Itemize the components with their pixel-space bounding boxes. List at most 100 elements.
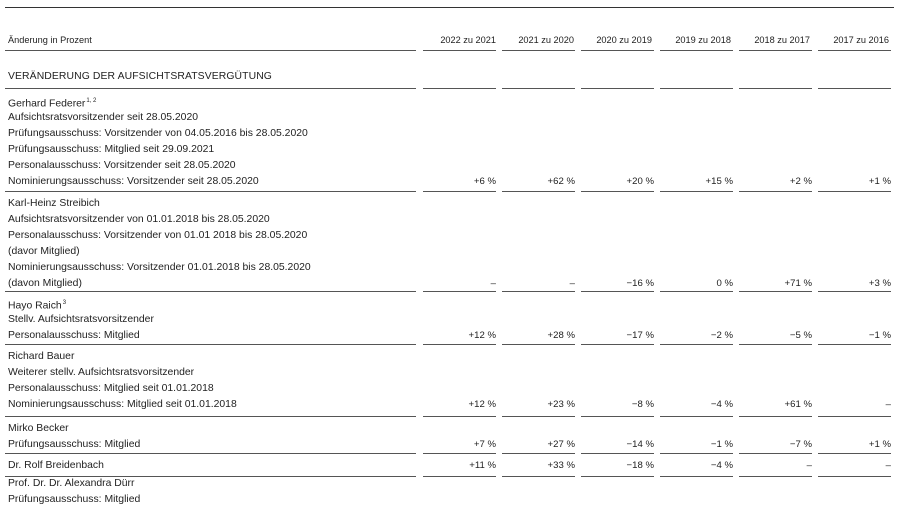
member-name: Gerhard Federer1, 2 [8,94,96,112]
row-divider [502,416,575,417]
member-name-text: Dr. Rolf Breidenbach [8,460,104,471]
committee-role: Aufsichtsratsvorsitzender seit 28.05.202… [8,111,199,123]
change-value: +61 % [784,398,812,410]
row-divider [818,50,891,51]
change-value: −2 % [710,329,733,341]
change-value: −7 % [789,438,812,450]
row-divider [581,344,654,345]
row-divider [581,88,654,89]
row-divider [423,88,496,89]
member-name-text: Prof. Dr. Dr. Alexandra Dürr [8,478,135,489]
change-value: −1 % [868,329,891,341]
committee-role: (davor Mitglied) [8,245,80,257]
column-header: 2018 zu 2017 [754,35,810,45]
member-name-text: Gerhard Federer [8,98,86,110]
committee-role: (davon Mitglied) [8,277,82,289]
change-value: +6 % [473,175,496,187]
change-value: −1 % [710,438,733,450]
change-value: +62 % [547,175,575,187]
committee-role: Nominierungsausschuss: Mitglied seit 01.… [8,398,237,410]
change-value: −17 % [626,329,654,341]
row-divider [660,476,733,477]
member-name-text: Mirko Becker [8,423,69,434]
footnote-marker: 3 [62,300,67,306]
change-value: −16 % [626,277,654,289]
change-value: −14 % [626,438,654,450]
change-value: +27 % [547,438,575,450]
row-divider [660,191,733,192]
change-value: – [806,460,812,471]
member-name-text: Richard Bauer [8,351,75,362]
change-value: 0 % [716,277,733,289]
row-divider [739,416,812,417]
row-divider [581,416,654,417]
member-name: Prof. Dr. Dr. Alexandra Dürr [8,476,134,492]
change-value: +20 % [626,175,654,187]
row-divider [5,191,416,192]
row-divider [818,291,891,292]
change-value: – [885,460,891,471]
row-divider [502,50,575,51]
column-header: 2021 zu 2020 [518,35,574,45]
row-divider [660,453,733,454]
row-divider [5,453,416,454]
change-value: – [569,277,575,289]
change-value: +2 % [789,175,812,187]
row-divider [5,88,416,89]
change-value: – [490,277,496,289]
header-label: Änderung in Prozent [8,35,92,45]
row-divider [818,453,891,454]
row-divider [502,191,575,192]
change-value: +1 % [868,438,891,450]
row-divider [660,50,733,51]
row-divider [423,416,496,417]
row-divider [502,291,575,292]
member-name-text: Hayo Raich [8,300,62,312]
committee-role: Prüfungsausschuss: Vorsitzender von 04.0… [8,127,308,139]
member-name-text: Karl-Heinz Streibich [8,198,100,209]
committee-role: Prüfungsausschuss: Mitglied [8,493,141,505]
member-name: Richard Bauer [8,349,74,365]
row-divider [581,191,654,192]
committee-role: Aufsichtsratsvorsitzender von 01.01.2018… [8,213,270,225]
committee-role: Nominierungsausschuss: Vorsitzender seit… [8,175,259,187]
change-value: −8 % [631,398,654,410]
committee-role: Personalausschuss: Mitglied seit 01.01.2… [8,382,214,394]
change-value: +11 % [469,460,496,471]
member-name: Karl-Heinz Streibich [8,196,100,212]
row-divider [739,291,812,292]
row-divider [502,344,575,345]
row-divider [423,191,496,192]
change-value: +28 % [547,329,575,341]
table-top-rule [5,7,894,8]
row-divider [5,344,416,345]
row-divider [660,88,733,89]
row-divider [502,88,575,89]
committee-role: Weiterer stellv. Aufsichtsratsvorsitzend… [8,366,195,378]
change-value: +12 % [468,329,496,341]
committee-role: Prüfungsausschuss: Mitglied seit 29.09.2… [8,143,215,155]
row-divider [739,453,812,454]
change-value: −18 % [626,460,654,471]
row-divider [739,476,812,477]
committee-role: Prüfungsausschuss: Mitglied [8,438,141,450]
row-divider [502,453,575,454]
row-divider [739,50,812,51]
row-divider [818,344,891,345]
row-divider [581,50,654,51]
change-value: +33 % [547,460,575,471]
row-divider [739,191,812,192]
row-divider [5,291,416,292]
committee-role: Personalausschuss: Vorsitzender von 01.0… [8,229,308,241]
committee-role: Personalausschuss: Mitglied [8,329,140,341]
committee-role: Stellv. Aufsichtsratsvorsitzender [8,313,154,325]
row-divider [660,291,733,292]
row-divider [818,416,891,417]
column-header: 2017 zu 2016 [833,35,889,45]
change-value: +71 % [784,277,812,289]
row-divider [818,191,891,192]
row-divider [423,476,496,477]
change-value: −4 % [710,398,733,410]
member-name: Hayo Raich3 [8,296,66,314]
row-divider [423,291,496,292]
